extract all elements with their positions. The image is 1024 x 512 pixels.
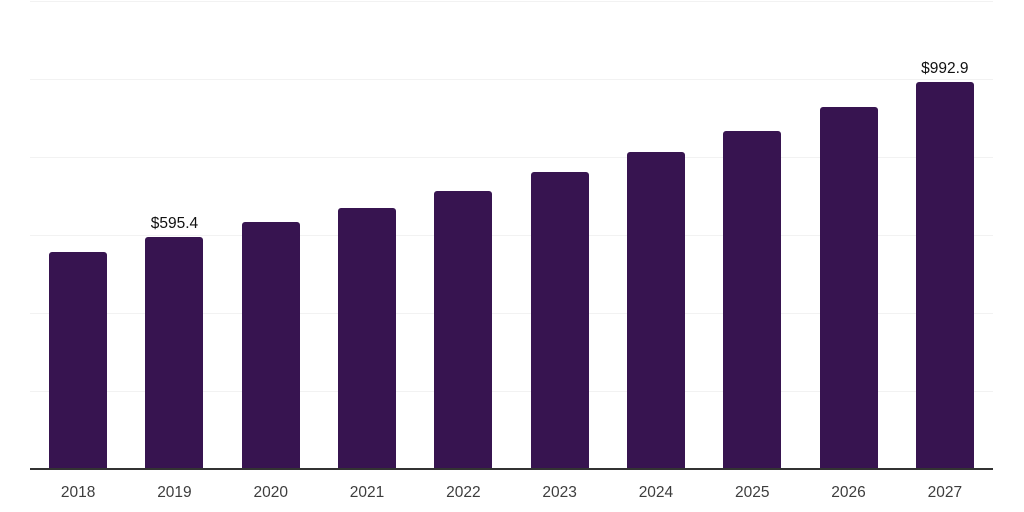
x-tick-label-2018: 2018: [60, 484, 96, 501]
bar-2023: [530, 171, 589, 469]
x-tick-label-2023: 2023: [542, 484, 577, 501]
x-tick-label-2019: 2019: [157, 484, 192, 501]
bar-2022: [434, 190, 493, 469]
x-tick-label-2021: 2021: [349, 484, 385, 501]
x-axis-line: [30, 468, 993, 470]
x-tick-label-2026: 2026: [831, 484, 866, 501]
bar-value-label-2027: $992.9: [921, 59, 969, 77]
gridline-600: [30, 235, 993, 236]
bar-2027: [915, 81, 974, 469]
bar-2025: [723, 130, 782, 469]
bar-2021: [338, 207, 397, 469]
bar-2026: [819, 106, 878, 469]
x-tick-label-2027: 2027: [927, 484, 963, 501]
bar-value-label-2019: $595.4: [150, 214, 199, 232]
bar-2019: [145, 236, 204, 469]
x-tick-label-2025: 2025: [735, 484, 770, 501]
gridline-1000: [30, 79, 993, 80]
x-tick-label-2022: 2022: [446, 484, 481, 501]
x-tick-label-2020: 2020: [253, 484, 288, 501]
bar-2020: [241, 222, 300, 469]
bar-2024: [626, 151, 685, 469]
gridline-400: [30, 313, 993, 314]
gridline-200: [30, 391, 993, 392]
gridline-800: [30, 157, 993, 158]
bar-2018: [49, 251, 108, 469]
gridline-1200: [30, 1, 993, 2]
x-tick-label-2024: 2024: [638, 484, 674, 501]
